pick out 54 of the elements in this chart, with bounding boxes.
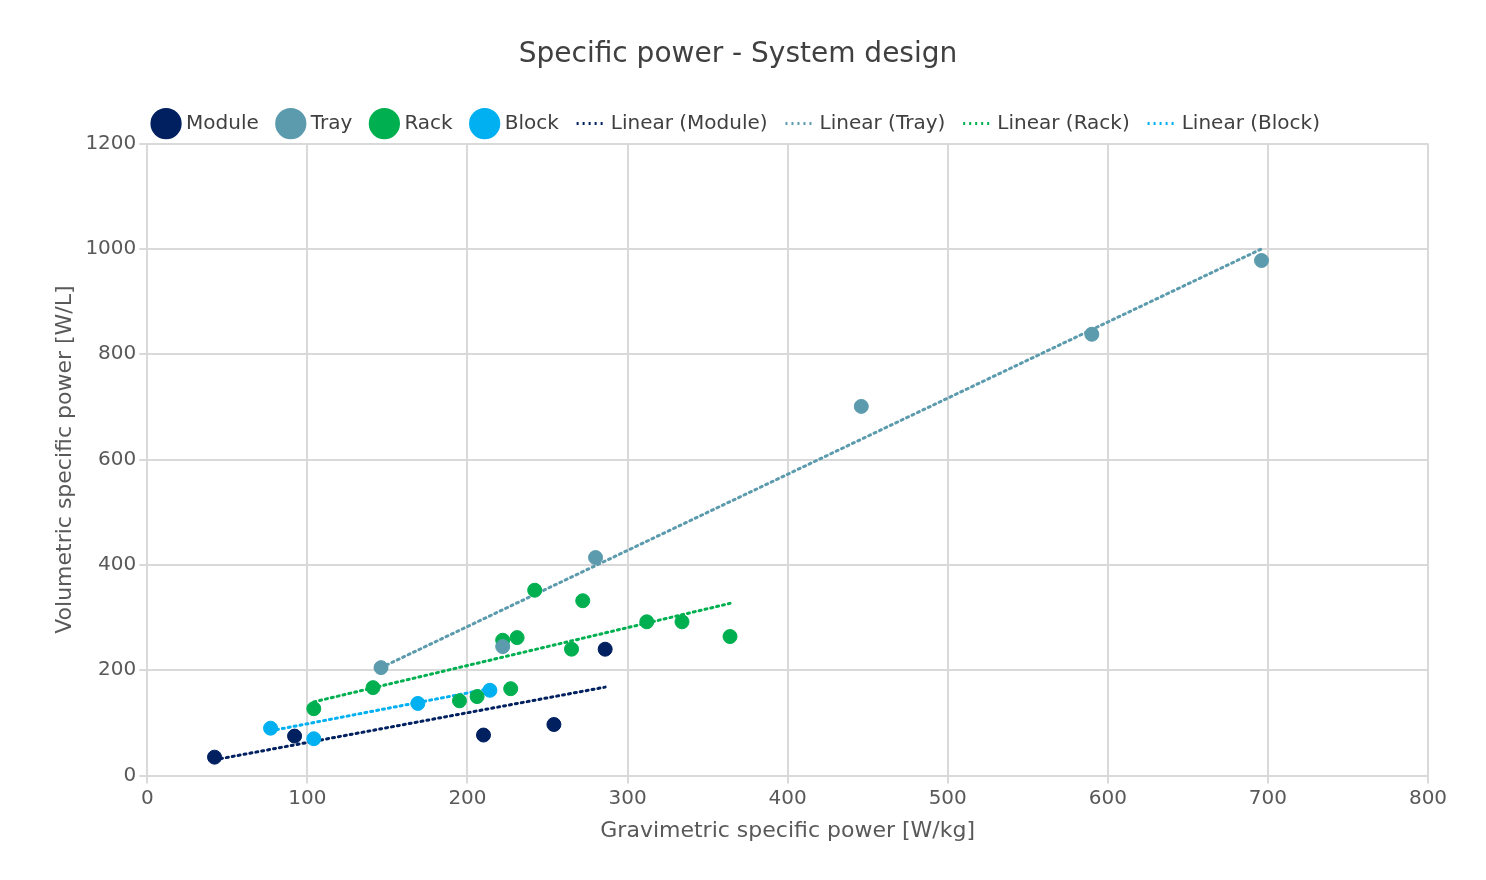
point bbox=[306, 701, 322, 717]
chart-title: Specific power - System design bbox=[518, 36, 958, 70]
x-tick-label: 400 bbox=[768, 784, 807, 809]
point bbox=[639, 614, 655, 630]
point bbox=[853, 398, 869, 414]
point bbox=[588, 550, 604, 566]
point bbox=[451, 693, 467, 709]
y-tick-label: 400 bbox=[98, 551, 137, 576]
point bbox=[509, 630, 525, 646]
point bbox=[722, 629, 738, 645]
point bbox=[306, 731, 322, 747]
x-tick-label: 700 bbox=[1248, 784, 1288, 809]
legend-label: Linear (Tray) bbox=[819, 109, 946, 134]
y-tick-label: 0 bbox=[123, 761, 137, 786]
point bbox=[373, 660, 389, 676]
point bbox=[207, 749, 223, 765]
point bbox=[527, 582, 543, 598]
point bbox=[1084, 326, 1100, 342]
legend-label: Block bbox=[504, 109, 560, 134]
point bbox=[575, 593, 591, 609]
legend-label: Linear (Block) bbox=[1181, 109, 1320, 134]
x-tick-label: 200 bbox=[448, 784, 487, 809]
point bbox=[475, 727, 491, 743]
point bbox=[597, 641, 613, 657]
point bbox=[564, 641, 580, 657]
point bbox=[495, 639, 511, 655]
legend-label: Linear (Rack) bbox=[997, 109, 1130, 134]
x-tick-label: 600 bbox=[1088, 784, 1127, 809]
legend-label: Linear (Module) bbox=[610, 109, 768, 134]
point bbox=[469, 689, 485, 705]
y-tick-label: 200 bbox=[98, 656, 137, 681]
y-tick-label: 800 bbox=[98, 340, 137, 365]
point bbox=[287, 728, 303, 744]
x-tick-label: 300 bbox=[608, 784, 647, 809]
x-tick-label: 800 bbox=[1408, 784, 1448, 809]
point bbox=[674, 614, 690, 630]
point bbox=[546, 717, 562, 733]
y-tick-label: 1200 bbox=[85, 129, 137, 154]
point bbox=[503, 681, 519, 697]
x-tick-label: 500 bbox=[928, 784, 967, 809]
x-tick-label: 100 bbox=[288, 784, 327, 809]
point bbox=[365, 680, 381, 696]
point bbox=[410, 695, 426, 711]
y-tick-label: 600 bbox=[98, 445, 137, 470]
x-tick-label: 0 bbox=[140, 784, 154, 809]
point bbox=[482, 682, 498, 698]
point bbox=[1254, 253, 1270, 269]
legend-label: Tray bbox=[309, 109, 353, 134]
legend-label: Module bbox=[186, 109, 259, 134]
y-axis-title: Volumetric specific power [W/L] bbox=[50, 285, 76, 634]
y-tick-label: 1000 bbox=[85, 235, 137, 260]
point bbox=[263, 720, 279, 736]
x-axis-title: Gravimetric specific power [W/kg] bbox=[600, 816, 975, 842]
legend-label: Rack bbox=[404, 109, 454, 134]
